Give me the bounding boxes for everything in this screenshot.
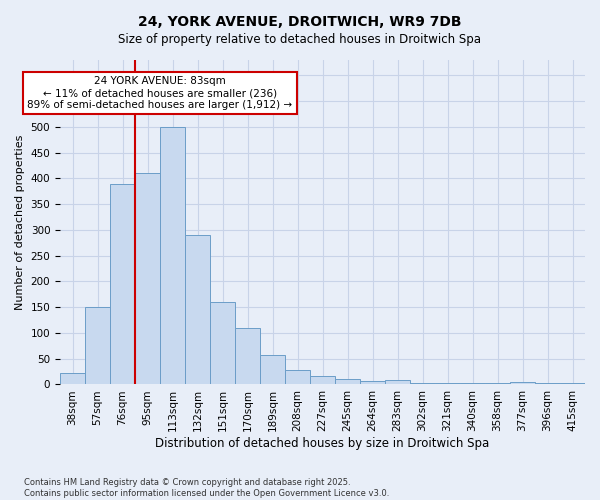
Text: Contains HM Land Registry data © Crown copyright and database right 2025.
Contai: Contains HM Land Registry data © Crown c…: [24, 478, 389, 498]
Y-axis label: Number of detached properties: Number of detached properties: [15, 134, 25, 310]
Bar: [60, 373, 85, 384]
Text: Size of property relative to detached houses in Droitwich Spa: Size of property relative to detached ho…: [119, 32, 482, 46]
Bar: [135, 174, 160, 384]
Bar: [285, 370, 310, 384]
Bar: [260, 355, 285, 384]
X-axis label: Distribution of detached houses by size in Droitwich Spa: Distribution of detached houses by size …: [155, 437, 490, 450]
Text: 24, YORK AVENUE, DROITWICH, WR9 7DB: 24, YORK AVENUE, DROITWICH, WR9 7DB: [138, 15, 462, 29]
Bar: [110, 184, 135, 384]
Bar: [385, 380, 410, 384]
Bar: [310, 376, 335, 384]
Bar: [560, 383, 585, 384]
Bar: [160, 127, 185, 384]
Bar: [360, 382, 385, 384]
Bar: [335, 379, 360, 384]
Bar: [85, 307, 110, 384]
Text: 24 YORK AVENUE: 83sqm
← 11% of detached houses are smaller (236)
89% of semi-det: 24 YORK AVENUE: 83sqm ← 11% of detached …: [28, 76, 293, 110]
Bar: [510, 382, 535, 384]
Bar: [235, 328, 260, 384]
Bar: [185, 235, 210, 384]
Bar: [210, 302, 235, 384]
